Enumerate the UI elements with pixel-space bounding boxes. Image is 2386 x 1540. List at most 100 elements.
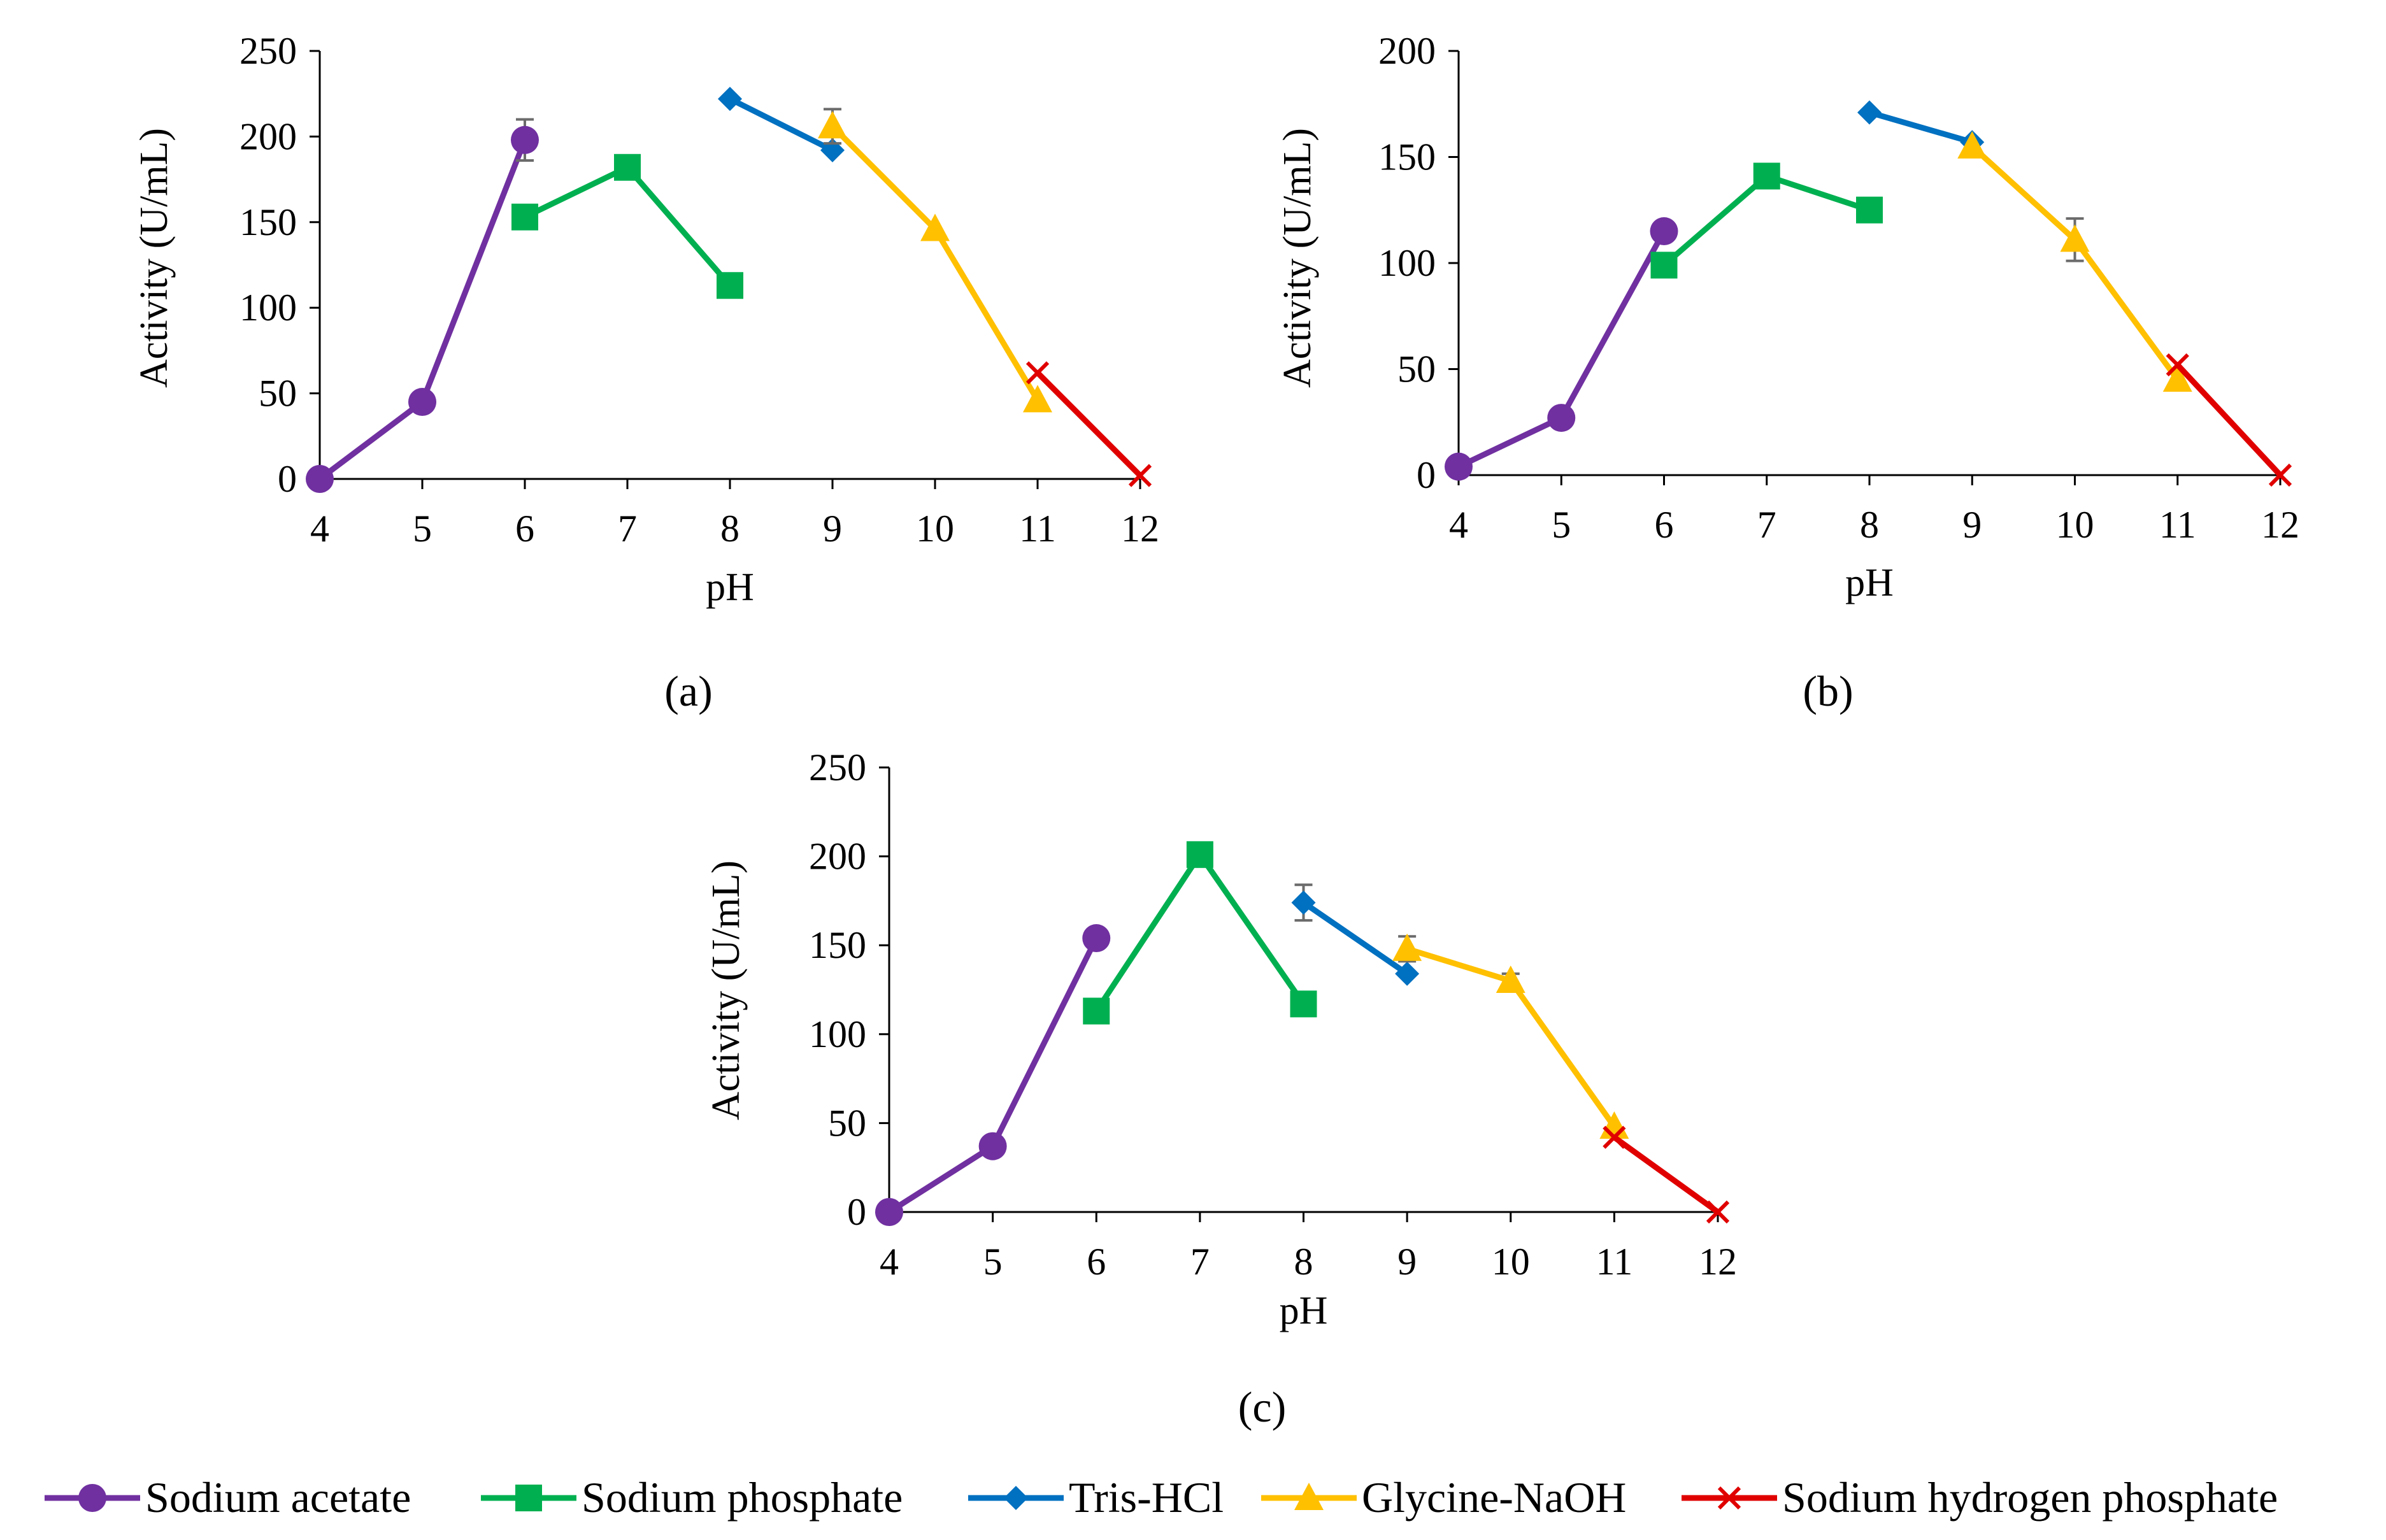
data-point <box>1392 933 1422 961</box>
x-axis-title: pH <box>1280 1289 1328 1332</box>
x-tick-label: 11 <box>2159 504 2196 546</box>
x-tick-label: 11 <box>1596 1241 1632 1283</box>
data-point <box>1650 252 1678 279</box>
legend-marker <box>1004 1486 1028 1510</box>
data-point <box>875 1198 903 1226</box>
series-line <box>1866 110 1975 145</box>
data-point <box>1395 961 1420 986</box>
x-axis-title: pH <box>706 566 754 609</box>
data-point <box>718 87 742 111</box>
data-point <box>1291 890 1316 915</box>
x-tick-label: 7 <box>1757 504 1776 546</box>
series-sodium-acetate <box>1445 217 1678 481</box>
legend-item-sodium-hydrogen-phosphate: Sodium hydrogen phosphate <box>1682 1473 2278 1522</box>
data-point <box>1706 1200 1730 1224</box>
data-point <box>1128 464 1152 487</box>
data-point <box>1496 966 1525 994</box>
series-line <box>522 164 733 289</box>
series-line <box>829 123 1041 403</box>
y-tick-label: 250 <box>239 30 297 72</box>
y-axis-title: Activity (U/mL) <box>132 128 176 388</box>
series-glycine-naoh <box>1957 131 2192 392</box>
legend-item-sodium-phosphate: Sodium phosphate <box>481 1473 903 1522</box>
data-point <box>1603 1125 1626 1149</box>
y-tick-label: 100 <box>809 1013 866 1055</box>
data-point <box>2162 364 2192 392</box>
data-point <box>1547 404 1576 432</box>
legend-label: Tris-HCl <box>1069 1473 1224 1522</box>
series-line <box>727 96 836 153</box>
x-tick-label: 10 <box>916 508 954 550</box>
data-point <box>1083 997 1110 1025</box>
series-sodium-hydrogen-phosphate <box>1025 361 1152 487</box>
series-sodium-acetate <box>875 924 1111 1226</box>
x-tick-label: 4 <box>880 1241 899 1283</box>
y-tick-label: 150 <box>1378 136 1436 178</box>
y-tick-label: 0 <box>847 1191 866 1233</box>
y-tick-label: 100 <box>239 287 297 329</box>
chart-panel-c: 0 50 100 150 200 250 4 5 6 7 8 9 10 11 12 Activity (U/m… <box>704 746 1737 1431</box>
x-tick-label: 6 <box>1655 504 1674 546</box>
legend-label: Sodium hydrogen phosphate <box>1782 1473 2278 1522</box>
series-sodium-hydrogen-phosphate <box>1603 1125 1730 1224</box>
x-tick-label: 10 <box>1492 1241 1530 1283</box>
data-point <box>1290 990 1317 1018</box>
x-tick-label: 8 <box>720 508 739 550</box>
data-point <box>1445 452 1473 481</box>
chart-panel-a: 0 50 100 150 200 250 4 5 6 7 8 9 10 11 12 Activity (U/m… <box>132 30 1159 715</box>
legend-item-glycine-naoh: Glycine-NaOH <box>1261 1473 1626 1522</box>
legend-label: Glycine-NaOH <box>1362 1473 1626 1522</box>
y-tick-label: 200 <box>239 115 297 157</box>
y-tick-label: 50 <box>1397 348 1436 390</box>
y-tick-label: 100 <box>1378 242 1436 284</box>
y-tick-label: 150 <box>239 201 297 243</box>
legend-label: Sodium acetate <box>145 1473 411 1522</box>
x-tick-label: 12 <box>1699 1241 1737 1283</box>
series-line <box>1034 369 1143 479</box>
x-axis-title: pH <box>1845 561 1894 604</box>
x-tick-label: 10 <box>2056 504 2094 546</box>
y-tick-label: 200 <box>1378 30 1436 72</box>
x-tick-label: 5 <box>1552 504 1571 546</box>
data-point <box>614 153 641 181</box>
data-point <box>920 213 950 241</box>
x-tick-label: 8 <box>1860 504 1879 546</box>
x-tick-label: 7 <box>618 508 637 550</box>
panel-label: (b) <box>1803 667 1853 715</box>
x-tick-label: 11 <box>1019 508 1056 550</box>
series-glycine-naoh <box>818 108 1052 413</box>
series-line <box>317 137 528 482</box>
legend-marker <box>1294 1483 1324 1510</box>
x-tick-label: 9 <box>823 508 842 550</box>
data-point <box>1957 131 1987 159</box>
series-line <box>2175 362 2283 478</box>
x-tick-label: 6 <box>515 508 534 550</box>
x-tick-label: 6 <box>1087 1241 1106 1283</box>
x-tick-label: 4 <box>310 508 329 550</box>
legend-label: Sodium phosphate <box>582 1473 903 1522</box>
series-line <box>886 935 1099 1215</box>
x-tick-label: 8 <box>1294 1241 1313 1283</box>
legend: Sodium acetate Sodium phosphate Tris-HCl Gl… <box>45 1473 2278 1522</box>
y-tick-label: 50 <box>259 373 297 415</box>
legend-marker <box>1717 1486 1741 1510</box>
panel-label: (c) <box>1238 1383 1286 1431</box>
series-sodium-phosphate <box>1083 841 1317 1025</box>
x-tick-label: 5 <box>413 508 432 550</box>
series-sodium-phosphate <box>1650 162 1883 279</box>
y-tick-label: 150 <box>809 924 866 966</box>
data-point <box>511 125 539 154</box>
data-point <box>1082 924 1111 953</box>
data-point <box>2060 224 2090 252</box>
series-sodium-phosphate <box>511 153 743 299</box>
y-tick-label: 200 <box>809 836 866 878</box>
panel-label: (a) <box>664 667 712 715</box>
x-tick-label: 12 <box>2261 504 2299 546</box>
x-tick-label: 7 <box>1190 1241 1210 1283</box>
x-tick-label: 12 <box>1121 508 1159 550</box>
x-tick-label: 5 <box>983 1241 1003 1283</box>
data-point <box>511 203 538 231</box>
data-point <box>978 1132 1007 1160</box>
series-glycine-naoh <box>1392 933 1629 1139</box>
